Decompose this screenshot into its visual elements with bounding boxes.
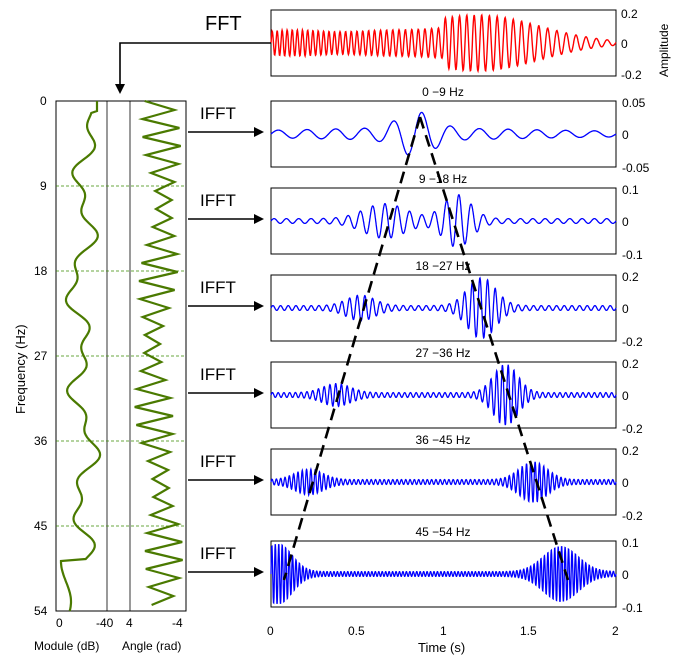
fft-ytick-mid: 0	[621, 37, 628, 51]
band-ytick: 0	[622, 128, 629, 142]
band-title: 18 −27 Hz	[415, 259, 470, 273]
band-ytick: 0.2	[622, 444, 639, 458]
band-ytick: 0.1	[622, 536, 639, 550]
time-tick-0: 0	[267, 624, 274, 638]
fft-signal-trace	[270, 12, 617, 74]
time-tick-2: 2	[612, 624, 619, 638]
band-ytick: -0.05	[622, 161, 650, 175]
band-ytick: 0	[622, 476, 629, 490]
time-axis-label: Time (s)	[418, 640, 465, 655]
band-ytick: 0	[622, 568, 629, 582]
band-ytick: 0.2	[622, 270, 639, 284]
band-waveform	[270, 364, 617, 426]
band-panel: 27 −36 Hz 0.2 0 -0.2 IFFT	[188, 346, 643, 436]
module-tick-0: 0	[56, 616, 63, 630]
band-ytick: 0.1	[622, 183, 639, 197]
fft-ytick-bottom: -0.2	[621, 68, 642, 82]
freq-tick-0: 0	[40, 94, 47, 108]
band-waveform	[270, 194, 617, 247]
band-ytick: -0.2	[622, 509, 643, 523]
band-panel: 36 −45 Hz 0.2 0 -0.2 IFFT	[188, 433, 643, 523]
dashed-triangle	[282, 116, 570, 581]
band-title: 0 −9 Hz	[422, 85, 464, 99]
fft-amplitude-label: Amplitude	[657, 23, 671, 77]
band-waveform	[270, 460, 617, 504]
ifft-label: IFFT	[200, 104, 236, 123]
time-axis: 0 0.5 1 1.5 2 Time (s)	[267, 624, 619, 655]
frequency-gridlines	[56, 185, 186, 527]
band-ytick: 0	[622, 215, 629, 229]
band-waveform	[270, 276, 617, 340]
band-title: 27 −36 Hz	[415, 346, 470, 360]
angle-tick-minus4: -4	[172, 616, 183, 630]
freq-tick-9: 9	[40, 179, 47, 193]
fft-arrow	[115, 42, 271, 94]
freq-tick-54: 54	[34, 604, 48, 618]
band-ytick: 0	[622, 389, 629, 403]
band-title: 9 −18 Hz	[419, 172, 467, 186]
time-tick-1.5: 1.5	[520, 624, 537, 638]
ifft-band-panels: 0 −9 Hz 0.05 0 -0.05 IFFT 9 −18 Hz 0.1 0 -0.1 IFF…	[188, 85, 650, 615]
angle-curve	[132, 99, 184, 607]
ifft-label: IFFT	[200, 365, 236, 384]
module-curve	[59, 101, 102, 612]
band-ytick: -0.2	[622, 335, 643, 349]
fft-signal-panel: FFT 0.2 0 -0.2 Amplitude	[205, 7, 671, 82]
ifft-label: IFFT	[200, 278, 236, 297]
module-tick-minus40: -40	[96, 616, 114, 630]
ifft-label: IFFT	[200, 191, 236, 210]
fft-ytick-top: 0.2	[621, 7, 638, 21]
freq-tick-45: 45	[34, 519, 48, 533]
band-panel: 0 −9 Hz 0.05 0 -0.05 IFFT	[188, 85, 650, 175]
frequency-axis-label: Frequency (Hz)	[13, 324, 28, 414]
ifft-label: IFFT	[200, 452, 236, 471]
band-panel: 18 −27 Hz 0.2 0 -0.2 IFFT	[188, 259, 643, 349]
ifft-label: IFFT	[200, 544, 236, 563]
freq-tick-27: 27	[34, 349, 48, 363]
spectrum-panel: 0 9 18 27 36 45 54 Frequency (Hz) 0 -40 …	[13, 94, 187, 653]
angle-axis-label: Angle (rad)	[122, 639, 181, 653]
band-waveform	[270, 543, 617, 605]
band-ytick: 0.2	[622, 357, 639, 371]
module-axis-label: Module (dB)	[34, 639, 99, 653]
band-waveform	[270, 111, 617, 156]
freq-tick-18: 18	[34, 264, 48, 278]
band-panel: 45 −54 Hz 0.1 0 -0.1 IFFT	[188, 525, 643, 615]
band-ytick: -0.2	[622, 422, 643, 436]
freq-tick-36: 36	[34, 434, 48, 448]
angle-tick-4: 4	[126, 616, 133, 630]
band-ytick: 0.05	[622, 96, 646, 110]
band-ytick: -0.1	[622, 601, 643, 615]
band-ytick: -0.1	[622, 248, 643, 262]
fft-label: FFT	[205, 13, 242, 35]
time-tick-1: 1	[440, 624, 447, 638]
band-ytick: 0	[622, 302, 629, 316]
time-tick-0.5: 0.5	[348, 624, 365, 638]
band-title: 36 −45 Hz	[415, 433, 470, 447]
band-title: 45 −54 Hz	[415, 525, 470, 539]
band-panel: 9 −18 Hz 0.1 0 -0.1 IFFT	[188, 172, 643, 262]
